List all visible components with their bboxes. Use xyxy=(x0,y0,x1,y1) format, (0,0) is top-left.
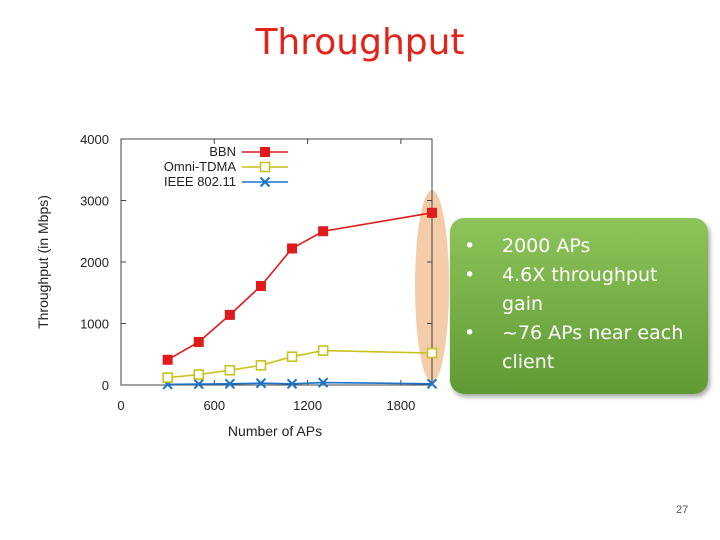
data-point-marker xyxy=(193,378,204,390)
page-number: 27 xyxy=(676,504,689,516)
y-axis-label: Throughput (in Mbps) xyxy=(35,195,51,329)
data-point-marker xyxy=(287,243,298,254)
slide-title: Throughput xyxy=(255,22,465,63)
y-tick-label: 1000 xyxy=(80,317,109,332)
x-tick-label: 600 xyxy=(203,398,225,413)
data-point-marker xyxy=(259,161,271,173)
data-point-marker xyxy=(255,360,267,371)
series-line xyxy=(167,349,433,379)
legend-label: IEEE 802.11 xyxy=(164,174,236,189)
bullet-marker: • xyxy=(464,264,476,286)
callout-item: • ~76 APs near each client xyxy=(450,319,700,377)
data-point-marker xyxy=(426,347,438,359)
callout-item-text: 4.6X throughput gain xyxy=(502,264,658,315)
y-tick-label: 0 xyxy=(102,378,109,393)
y-axis-ticks: 0 1000 2000 3000 4000 xyxy=(80,132,432,393)
bullet-marker: • xyxy=(464,235,476,257)
bullet-marker: • xyxy=(464,322,476,344)
data-point-marker xyxy=(426,378,438,389)
data-point-marker xyxy=(286,351,298,363)
data-point-marker xyxy=(193,336,204,347)
y-tick-label: 2000 xyxy=(80,255,109,270)
data-point-marker xyxy=(255,377,267,389)
data-point-marker xyxy=(317,345,329,356)
data-point-marker xyxy=(224,309,235,320)
data-point-marker xyxy=(260,147,270,157)
plot-lines xyxy=(162,207,438,390)
data-point-marker xyxy=(259,176,271,188)
data-point-marker xyxy=(318,226,329,237)
series-line xyxy=(167,381,433,386)
callout-item-text: ~76 APs near each client xyxy=(502,322,684,373)
data-point-marker xyxy=(427,207,437,218)
series-line xyxy=(167,212,433,361)
data-point-marker xyxy=(255,280,266,291)
callout-item-text: 2000 APs xyxy=(502,235,591,257)
callout-item: • 4.6X throughput gain xyxy=(450,261,700,319)
x-tick-label: 0 xyxy=(117,398,124,413)
data-point-marker xyxy=(317,377,329,388)
x-tick-label: 1800 xyxy=(386,398,415,413)
y-tick-label: 3000 xyxy=(80,194,109,209)
legend-label: BBN xyxy=(209,144,236,159)
data-point-marker xyxy=(224,378,236,389)
data-point-marker xyxy=(286,378,298,389)
data-point-marker xyxy=(162,372,173,383)
data-point-marker xyxy=(162,354,173,365)
summary-callout: • 2000 APs • 4.6X throughput gain • ~76 APs… xyxy=(450,218,708,394)
x-tick-label: 1200 xyxy=(293,398,322,413)
y-tick-label: 4000 xyxy=(80,132,109,147)
data-point-marker xyxy=(224,364,236,376)
legend-label: Omni-TDMA xyxy=(164,159,237,174)
data-point-marker xyxy=(193,369,205,380)
x-axis-label: Number of APs xyxy=(228,423,322,439)
callout-item: • 2000 APs xyxy=(450,232,700,261)
callout-list: • 2000 APs • 4.6X throughput gain • ~76 APs… xyxy=(450,218,708,377)
